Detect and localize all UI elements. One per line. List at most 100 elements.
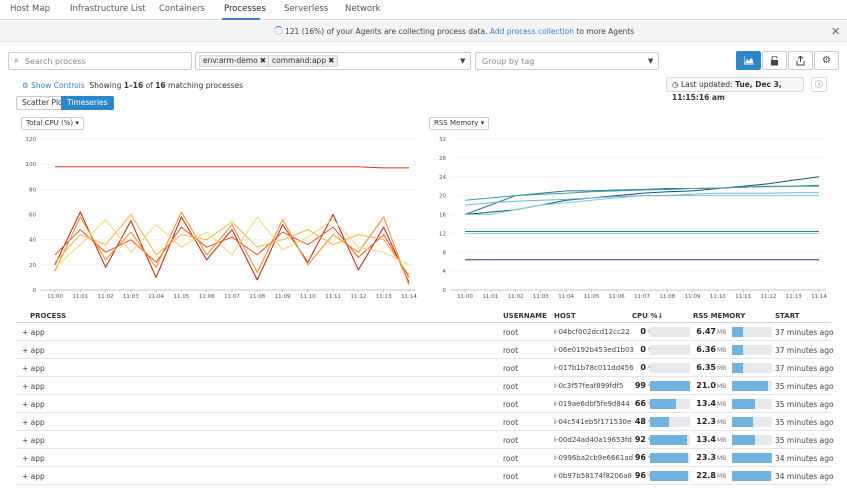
rss-value: 6.35 (696, 363, 716, 372)
process-name[interactable]: + app (22, 436, 45, 445)
chart-view-button[interactable] (736, 51, 761, 70)
process-name[interactable]: + app (22, 418, 45, 427)
table-row[interactable]: + approoti-019ae6dbf5fe9d84466%13.4MB35 … (16, 395, 834, 413)
rss-bar-fill (732, 435, 755, 445)
tab-serverless[interactable]: Serverless (284, 4, 329, 14)
col-rss-memory[interactable]: RSS MEMORY (693, 312, 746, 320)
remove-tag-icon[interactable]: ✖ (259, 56, 267, 65)
col-process[interactable]: PROCESS (30, 312, 67, 320)
host-name[interactable]: i-0c3f57feaf899fdf5 (554, 382, 624, 390)
table-row[interactable]: + approoti-04c541eb5f171530e48%12.3MB35 … (16, 413, 834, 431)
cpu-number: 92 (634, 435, 646, 444)
remove-tag-icon[interactable]: ✖ (328, 56, 335, 65)
start-time: 34 minutes ago (775, 454, 834, 463)
process-name[interactable]: + app (22, 472, 45, 481)
host-name[interactable]: i-04bcf002dcd12cc22 (554, 328, 630, 336)
process-name[interactable]: + app (22, 400, 45, 409)
col-start[interactable]: START (775, 312, 800, 320)
y-tick-label: 20 (439, 194, 446, 200)
rss-bar-fill (732, 417, 754, 427)
tab-host-map[interactable]: Host Map (10, 4, 50, 14)
search-process-box[interactable]: ⌕ (8, 52, 192, 70)
rss-bar-fill (732, 453, 772, 463)
refresh-info-button[interactable]: ⓘ (811, 77, 827, 92)
timeseries-toggle[interactable]: Timeseries (61, 96, 114, 110)
tab-infrastructure-list[interactable]: Infrastructure List (70, 4, 146, 14)
x-tick-label: 11:08 (249, 294, 265, 300)
tag-chip-env[interactable]: env:arm-demo ✖ (199, 55, 271, 67)
start-time: 35 minutes ago (775, 400, 834, 409)
export-button[interactable] (788, 51, 813, 70)
x-tick-label: 11:09 (685, 294, 701, 300)
host-name[interactable]: i-04c541eb5f171530e (554, 418, 632, 426)
col-host[interactable]: HOST (554, 312, 576, 320)
cpu-metric-select[interactable]: Total CPU (%) ▾ (21, 117, 84, 130)
col-username[interactable]: USERNAME (503, 312, 547, 320)
tag-filter-box[interactable]: env:arm-demo ✖ command:app ✖ ▼ (195, 52, 471, 70)
host-name[interactable]: i-06e0192b453ed1b03 (554, 346, 634, 354)
rss-unit: MB (717, 383, 727, 390)
rss-bar (732, 417, 772, 427)
showing-of: of (145, 81, 153, 90)
lock-button[interactable] (762, 51, 787, 70)
table-row[interactable]: + approoti-00d24ad40a19653fd92%13.4MB35 … (16, 431, 834, 449)
process-name[interactable]: + app (22, 364, 45, 373)
process-name[interactable]: + app (22, 328, 45, 337)
table-row[interactable]: + approoti-0996ba2cb9e6661ad96%23.3MB34 … (16, 449, 834, 467)
col-cpu[interactable]: CPU %↓ (632, 312, 664, 320)
host-name[interactable]: i-0b97b58174f8206a8 (554, 472, 633, 480)
showing-suffix: matching processes (168, 81, 244, 90)
add-process-collection-link[interactable]: Add process collection (489, 27, 574, 36)
rss-timeseries-chart: 0 4 8 12 16 20 24 28 32 11:00 11:01 11:02 11:03 11:04… (439, 137, 827, 300)
showing-prefix: Showing (89, 81, 122, 90)
tag-chip-command[interactable]: command:app ✖ (268, 55, 339, 67)
settings-button[interactable]: ⚙ (814, 51, 839, 70)
table-row[interactable]: + approoti-0b97b58174f8206a896%22.8MB34 … (16, 467, 834, 485)
table-row[interactable]: + approoti-0c3f57feaf899fdf599%21.0MB35 … (16, 377, 834, 395)
y-tick-label: 12 (439, 231, 446, 237)
process-name[interactable]: + app (22, 346, 45, 355)
banner-message: 121 (16%) of your Agents are collecting … (285, 27, 634, 36)
tab-processes[interactable]: Processes (224, 4, 266, 14)
username: root (503, 436, 519, 445)
x-tick-label: 11:13 (786, 294, 802, 300)
rss-number: 22.8 (696, 471, 716, 480)
host-name[interactable]: i-019ae6dbf5fe9d844 (554, 400, 630, 408)
username: root (503, 364, 519, 373)
host-name[interactable]: i-00d24ad40a19653fd (554, 436, 632, 444)
process-collection-banner: 121 (16%) of your Agents are collecting … (0, 21, 847, 42)
tab-network[interactable]: Network (345, 4, 381, 14)
close-banner-icon[interactable]: ✕ (831, 25, 841, 38)
controls-row: ⚙ Show Controls Showing 1–16 of 16 match… (22, 81, 243, 90)
x-tick-label: 11:00 (457, 294, 473, 300)
group-by-select[interactable]: Group by tag ▼ (475, 52, 659, 70)
top-nav: Host Map Infrastructure List Containers … (0, 0, 847, 20)
search-process-input[interactable] (25, 55, 185, 67)
tab-containers[interactable]: Containers (159, 4, 205, 14)
rss-unit: MB (717, 329, 727, 336)
x-tick-label: 11:10 (300, 294, 316, 300)
cpu-value: 0 (626, 345, 646, 354)
show-controls-label: Show Controls (31, 81, 85, 90)
rss-unit: MB (717, 347, 727, 354)
x-tick-label: 11:02 (98, 294, 114, 300)
host-name[interactable]: i-0996ba2cb9e6661ad (554, 454, 634, 462)
cpu-bar-fill (650, 471, 689, 481)
start-time: 34 minutes ago (775, 472, 834, 481)
show-controls-link[interactable]: ⚙ Show Controls (22, 81, 85, 90)
last-updated-value: Tue, Dec 3, 11:15:16 am (672, 80, 782, 102)
rss-unit: MB (717, 455, 727, 462)
y-tick-label: 100 (26, 162, 37, 168)
x-tick-label: 11:12 (760, 294, 776, 300)
host-name[interactable]: i-017b1b78c011dd456 (554, 364, 634, 372)
process-name[interactable]: + app (22, 382, 45, 391)
rss-number: 12.3 (696, 417, 716, 426)
rss-metric-select[interactable]: RSS Memory ▾ (429, 117, 490, 130)
scatter-plot-toggle[interactable]: Scatter Plot (16, 96, 72, 110)
chevron-down-icon[interactable]: ▼ (460, 57, 466, 65)
cpu-bar (650, 399, 690, 409)
process-name[interactable]: + app (22, 454, 45, 463)
